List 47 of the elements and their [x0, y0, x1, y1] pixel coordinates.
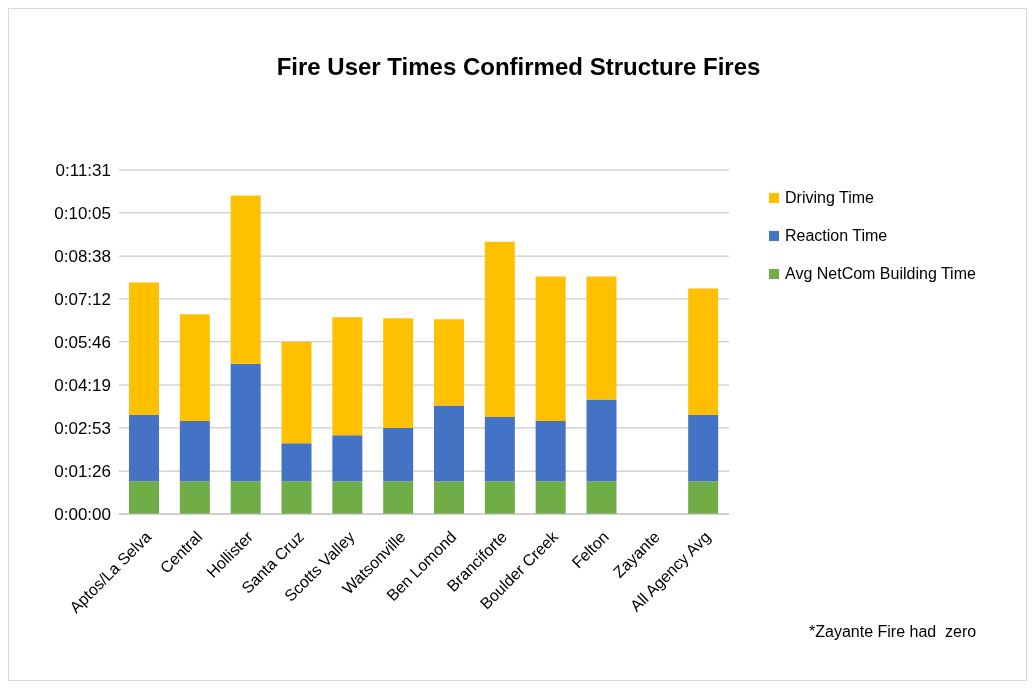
bar: [484, 416, 515, 482]
bar: [179, 314, 210, 421]
y-tick-label: 0:10:05: [54, 203, 111, 223]
bar: [129, 414, 159, 482]
y-tick-label: 0:00:00: [54, 505, 111, 525]
bar: [688, 481, 719, 514]
y-tick-label: 0:07:12: [54, 289, 111, 309]
bar: [586, 481, 617, 514]
bar: [230, 363, 261, 482]
bar: [688, 414, 719, 482]
bar: [383, 481, 414, 514]
bar: [535, 420, 566, 482]
bar: [535, 481, 566, 514]
bar: [332, 317, 363, 436]
bar: [484, 481, 515, 514]
bar: [129, 282, 159, 415]
bar: [332, 435, 363, 482]
y-tick-label: 0:02:53: [54, 418, 111, 438]
bar: [586, 276, 617, 400]
legend-label: Reaction Time: [785, 227, 888, 245]
y-tick-label: 0:11:31: [55, 161, 111, 181]
bar: [535, 276, 566, 421]
y-tick-label: 0:04:19: [54, 376, 111, 396]
bar: [434, 319, 464, 406]
bar: [179, 481, 210, 514]
bar: [434, 405, 464, 482]
bar: [383, 318, 414, 428]
bar: [281, 341, 312, 444]
bar: [688, 288, 719, 415]
bar: [586, 399, 617, 482]
y-tick-label: 0:08:38: [54, 247, 111, 267]
bar: [179, 420, 210, 482]
legend-label: Avg NetCom Building Time: [785, 265, 976, 283]
bar: [332, 481, 363, 514]
bar: [230, 195, 261, 364]
y-tick-label: 0:05:46: [54, 332, 111, 352]
bar: [129, 481, 159, 514]
bar: [230, 481, 261, 514]
text: *Zayante Fire had zero: [809, 623, 977, 641]
bar: [434, 481, 464, 514]
y-tick-label: 0:01:26: [54, 462, 111, 482]
bar: [484, 241, 515, 417]
bar: [281, 443, 312, 482]
bar: [281, 481, 312, 514]
chart-title: Fire User Times Confirmed Structure Fires: [275, 53, 762, 81]
legend-label: Driving Time: [785, 189, 874, 207]
bar: [383, 427, 414, 482]
